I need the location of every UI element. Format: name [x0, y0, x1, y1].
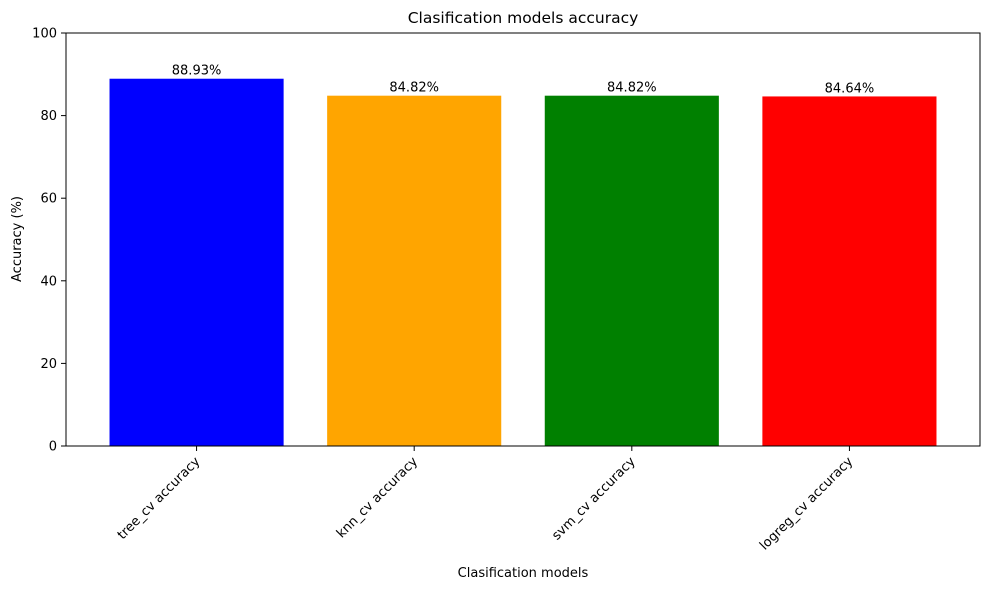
y-tick-label-100: 100	[32, 27, 57, 42]
bars-layer	[109, 78, 937, 446]
x-tick-label-4: logreg_cv accuracy	[757, 454, 856, 553]
bar-value-label-2: 84.82%	[389, 81, 439, 96]
bar-1	[109, 78, 284, 446]
y-tick-label-40: 40	[40, 274, 57, 289]
plot-frame	[65, 32, 981, 447]
data-labels-layer: 88.93% 84.82% 84.82% 84.64%	[172, 64, 874, 97]
y-tick-label-20: 20	[40, 357, 57, 372]
x-tick-label-3: svm_cv accuracy	[549, 454, 638, 543]
y-tick-label-0: 0	[49, 440, 57, 455]
bar-value-label-4: 84.64%	[825, 81, 875, 96]
y-tick-label-80: 80	[40, 109, 57, 124]
bar-value-label-3: 84.82%	[607, 81, 657, 96]
y-axis-title: Accuracy (%)	[10, 196, 25, 282]
bar-3	[544, 95, 719, 446]
bar-value-label-1: 88.93%	[172, 64, 222, 79]
bar-4	[762, 96, 937, 446]
x-tick-label-1: tree_cv accuracy	[115, 454, 204, 543]
x-tick-label-2: knn_cv accuracy	[334, 454, 421, 541]
x-axis-title: Clasification models	[458, 566, 589, 581]
y-tick-label-60: 60	[40, 192, 57, 207]
bar-2	[327, 95, 502, 446]
chart-title: Clasification models accuracy	[408, 9, 639, 27]
